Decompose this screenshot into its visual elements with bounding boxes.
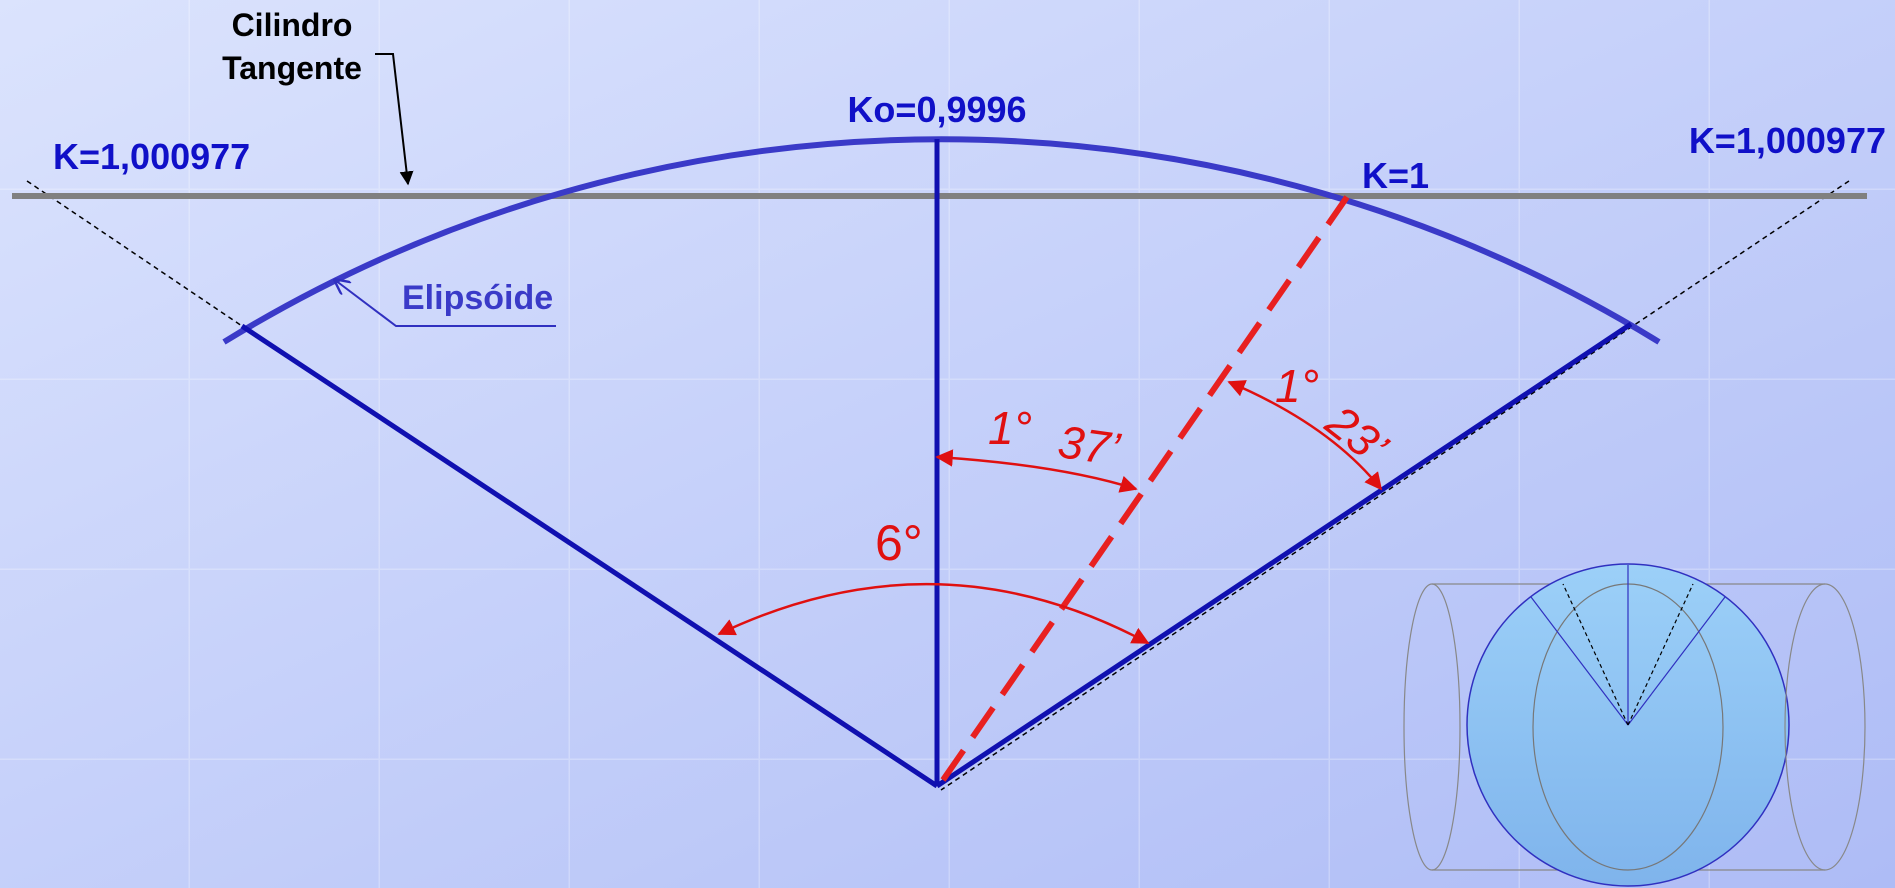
angle-label: 6° bbox=[875, 515, 923, 571]
dotted-line bbox=[940, 180, 1850, 791]
label: Ko=0,9996 bbox=[847, 89, 1026, 130]
pointer bbox=[375, 53, 414, 186]
ellipsoid-arc bbox=[222, 136, 1661, 345]
cylinder-inset bbox=[1403, 563, 1866, 887]
angle-label: 37’ bbox=[1055, 415, 1124, 475]
angle-label: 1° bbox=[1275, 360, 1319, 412]
radius bbox=[240, 323, 939, 789]
angle-arc bbox=[1227, 380, 1383, 491]
angle-label: 1° bbox=[988, 402, 1032, 454]
angle-arc bbox=[935, 449, 1138, 493]
angle-arc bbox=[717, 583, 1150, 645]
label: K=1,000977 bbox=[53, 136, 250, 177]
secant-line bbox=[940, 195, 1350, 782]
label: Cilindro bbox=[232, 7, 353, 43]
pointer bbox=[335, 280, 556, 327]
label: Elipsóide bbox=[402, 279, 553, 317]
label: K=1,000977 bbox=[1689, 120, 1886, 161]
radius bbox=[935, 321, 1633, 789]
label: K=1 bbox=[1362, 155, 1429, 196]
dotted-line bbox=[26, 180, 243, 327]
label: Tangente bbox=[222, 50, 362, 86]
